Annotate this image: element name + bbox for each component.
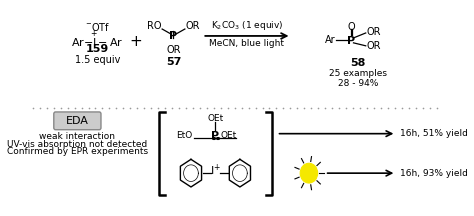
Text: RO: RO — [147, 21, 161, 31]
Text: O: O — [347, 22, 355, 32]
Text: 57: 57 — [166, 57, 181, 67]
Text: 25 examples: 25 examples — [329, 68, 387, 78]
Text: OR: OR — [186, 21, 200, 31]
Text: 1.5 equiv: 1.5 equiv — [75, 55, 120, 65]
Text: I$^{+}$: I$^{+}$ — [210, 162, 221, 178]
Text: EDA: EDA — [66, 116, 89, 126]
Text: Ar$-\!\overset{+}{\rm I}\!-$Ar: Ar$-\!\overset{+}{\rm I}\!-$Ar — [71, 29, 124, 50]
Text: 159: 159 — [86, 44, 109, 54]
Text: Ar: Ar — [325, 35, 335, 45]
Text: OEt: OEt — [221, 131, 237, 140]
Text: 16h, 93% yield: 16h, 93% yield — [400, 169, 468, 178]
Text: OEt: OEt — [207, 114, 224, 123]
Text: EtO: EtO — [176, 131, 193, 140]
FancyBboxPatch shape — [54, 112, 101, 130]
Text: P: P — [169, 31, 178, 41]
Text: 58: 58 — [350, 58, 365, 68]
Text: $^{-}$OTf: $^{-}$OTf — [85, 21, 110, 33]
Text: +: + — [129, 34, 142, 49]
Text: 28 - 94%: 28 - 94% — [337, 79, 378, 88]
Text: P: P — [347, 36, 355, 46]
Circle shape — [300, 163, 318, 183]
Text: OR: OR — [366, 41, 381, 51]
Text: UV-vis absorption not detected: UV-vis absorption not detected — [7, 140, 147, 149]
Text: 16h, 51% yield: 16h, 51% yield — [400, 129, 468, 138]
Text: P: P — [211, 131, 219, 141]
Text: Confirmed by EPR experiments: Confirmed by EPR experiments — [7, 148, 148, 156]
Text: K$_2$CO$_3$ (1 equiv): K$_2$CO$_3$ (1 equiv) — [210, 19, 283, 32]
Text: MeCN, blue light: MeCN, blue light — [210, 39, 284, 48]
Text: OR: OR — [166, 45, 181, 55]
Text: OR: OR — [366, 27, 381, 37]
Text: weak interaction: weak interaction — [39, 132, 115, 141]
